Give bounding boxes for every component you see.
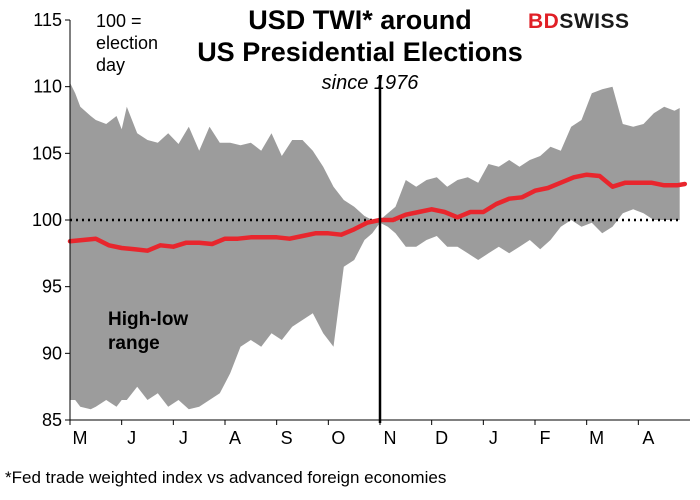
range-label-line: High-low [108,309,189,330]
y-tick-label: 85 [42,410,62,430]
x-tick-label: A [229,428,241,448]
bdswiss-logo: BDSWISS [528,10,630,34]
logo-part-bd: BD [528,10,560,33]
x-tick-label: J [489,428,498,448]
x-tick-label: A [642,428,654,448]
note-line: election [96,33,159,53]
logo-part-swiss: SWISS [559,10,630,33]
note-line: 100 = [96,11,142,31]
y-tick-label: 115 [33,10,62,30]
y-tick-label: 110 [33,77,62,97]
y-tick-label: 95 [42,277,62,297]
axes: 85 90 95 100 105 110 115 M J J A S O N D J F M A [32,10,690,448]
chart-title-line2: US Presidential Elections [197,37,523,67]
note-line: day [96,55,126,75]
range-label: High-low range [108,308,228,356]
x-tick-label: J [127,428,136,448]
x-tick-label: O [331,428,345,448]
chart-subtitle: since 1976 [321,72,419,94]
y-tick-label: 90 [42,343,62,363]
x-tick-label: M [73,428,88,448]
chart-title-line1: USD TWI* around [248,5,472,35]
high-low-range-area [70,82,680,410]
x-tick-label: N [384,428,397,448]
footnote: *Fed trade weighted index vs advanced fo… [5,468,447,487]
x-tick-label: S [281,428,293,448]
y-tick-label: 105 [32,143,62,163]
range-label-line: range [108,333,160,354]
election-day-note: 100 = election day [96,10,206,76]
range-band [70,82,680,410]
y-tick-label: 100 [32,210,62,230]
x-tick-label: F [540,428,551,448]
x-tick-label: J [179,428,188,448]
x-tick-label: D [435,428,448,448]
x-tick-label: M [589,428,604,448]
